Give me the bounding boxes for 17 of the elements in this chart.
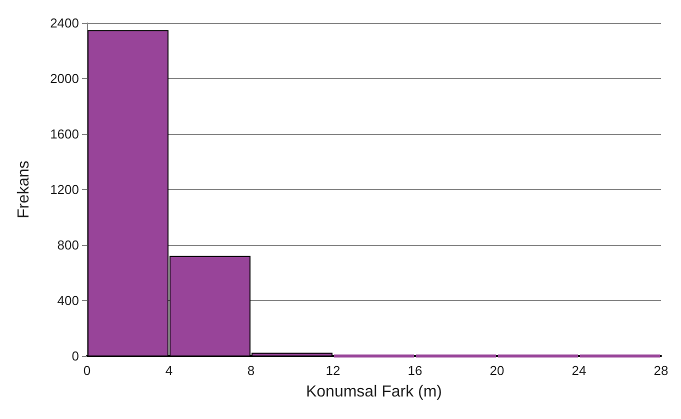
x-axis-title: Konumsal Fark (m) — [306, 384, 442, 400]
y-tick-label: 2000 — [50, 71, 79, 86]
x-tick-label: 12 — [326, 363, 340, 378]
x-tick-label: 8 — [247, 363, 255, 378]
y-tick-label: 800 — [57, 238, 79, 252]
y-tick-label: 2400 — [50, 16, 79, 30]
y-tick-label: 1200 — [50, 182, 79, 197]
y-tick-label: 0 — [72, 348, 79, 364]
y-axis-title: Frekans — [16, 160, 32, 218]
y-tick-label: 400 — [57, 293, 79, 308]
x-tick-label: 28 — [654, 363, 668, 378]
x-tick-label: 0 — [83, 363, 91, 378]
x-tick-label: 20 — [490, 363, 504, 378]
x-tick-label: 16 — [408, 363, 422, 378]
x-tick-label: 4 — [165, 363, 173, 378]
x-tick-label: 24 — [572, 363, 586, 378]
y-tick-label: 1600 — [50, 126, 79, 142]
